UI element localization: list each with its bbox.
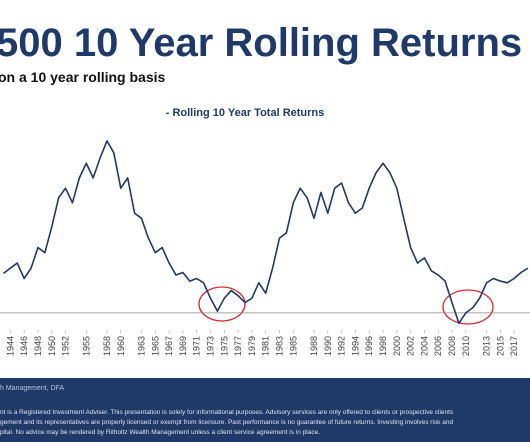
x-tick-label: 2004 <box>419 336 429 356</box>
disclaimer-line: nt is a Registered Investment Adviser. T… <box>0 409 454 416</box>
x-tick-label: 1992 <box>337 336 347 356</box>
x-tick-label: 1975 <box>219 336 229 356</box>
disclaimer-line: gement and its representatives are prope… <box>0 419 453 426</box>
footer-band <box>0 378 530 442</box>
x-tick-label: 2013 <box>482 336 492 356</box>
x-tick-label: 2000 <box>392 336 402 356</box>
x-tick-label: 1948 <box>33 336 43 356</box>
x-tick-label: 1955 <box>81 336 91 356</box>
x-tick-label: 1990 <box>323 336 333 356</box>
x-tick-label: 1969 <box>178 336 188 356</box>
x-tick-label: 2002 <box>406 336 416 356</box>
x-tick-label: 1971 <box>192 336 202 356</box>
x-tick-label: 1996 <box>364 336 374 356</box>
slide-title: 500 10 Year Rolling Returns <box>0 21 522 65</box>
x-tick-label: 1973 <box>205 336 215 356</box>
x-tick-label: 1988 <box>309 336 319 356</box>
disclaimer-line: pital. No advice may be rendered by Rith… <box>0 429 320 436</box>
x-tick-label: 1967 <box>164 336 174 356</box>
x-tick-label: 1994 <box>350 336 360 356</box>
highlight-circle <box>442 289 494 325</box>
x-tick-label: 1985 <box>288 336 298 356</box>
x-tick-label: 2008 <box>447 336 457 356</box>
x-tick-label: 2017 <box>509 336 519 356</box>
x-tick-label: 1981 <box>261 336 271 356</box>
x-tick-label: 1965 <box>150 336 160 356</box>
x-tick-label: 1998 <box>378 336 388 356</box>
x-tick-label: 1958 <box>102 336 112 356</box>
x-tick-label: 1950 <box>47 336 57 356</box>
x-tick-label: 1960 <box>116 336 126 356</box>
x-tick-label: 1952 <box>61 336 71 356</box>
source: h Management, DFA <box>0 385 65 392</box>
x-tick-label: 1944 <box>5 336 15 356</box>
slide-subtitle: on a 10 year rolling basis <box>0 69 166 85</box>
x-tick-label: 2015 <box>495 336 505 356</box>
x-tick-label: 2006 <box>433 336 443 356</box>
x-tick-label: 1983 <box>274 336 284 356</box>
x-tick-label: 1977 <box>233 336 243 356</box>
series-line <box>2 140 529 325</box>
x-tick-label: 1946 <box>19 336 29 356</box>
x-tick-label: 2010 <box>461 336 471 356</box>
x-tick-label: 1963 <box>136 336 146 356</box>
legend-label: - Rolling 10 Year Total Returns <box>166 107 325 119</box>
highlight-circle <box>198 286 246 322</box>
x-tick-label: 1979 <box>247 336 257 356</box>
